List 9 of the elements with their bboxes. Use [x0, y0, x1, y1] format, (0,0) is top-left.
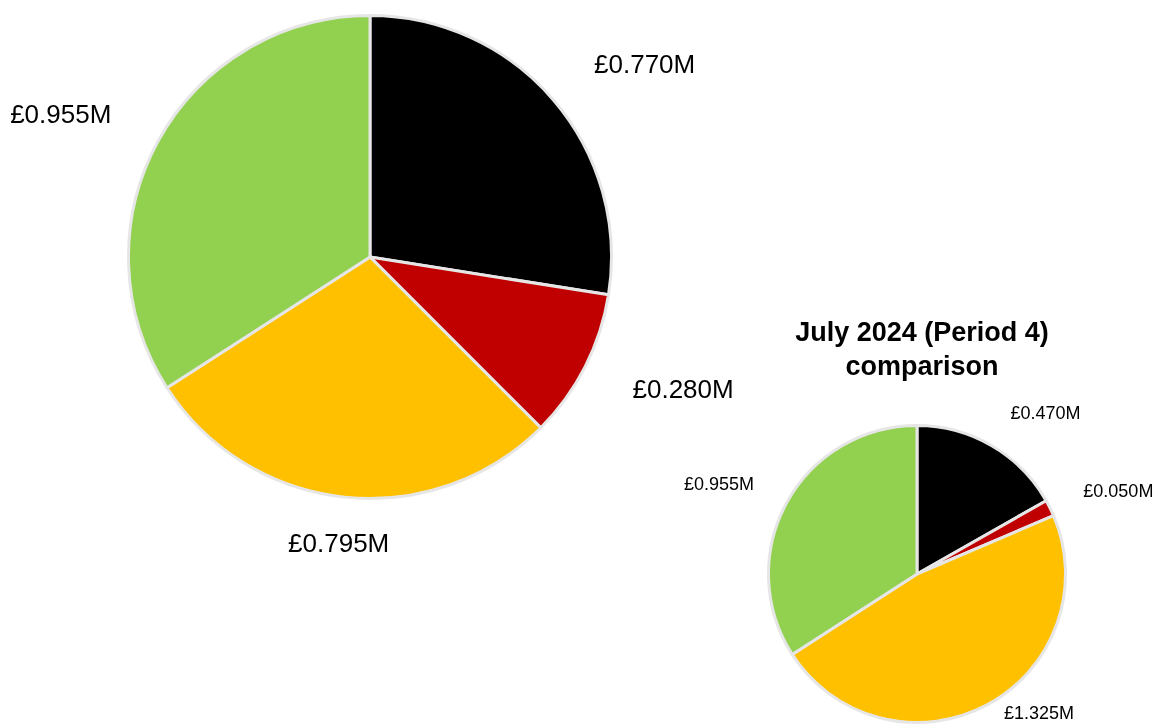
- data-label: £0.470M: [1010, 402, 1081, 423]
- data-label: £0.280M: [632, 373, 734, 404]
- data-label: £0.955M: [10, 99, 112, 130]
- data-label: £0.770M: [594, 48, 696, 79]
- data-label: £1.325M: [1004, 702, 1075, 723]
- chart-title: July 2024 (Period 4) comparison: [794, 316, 1050, 383]
- data-label: £0.955M: [683, 474, 755, 495]
- data-label: £0.050M: [1083, 480, 1154, 501]
- data-label: £0.795M: [288, 528, 390, 559]
